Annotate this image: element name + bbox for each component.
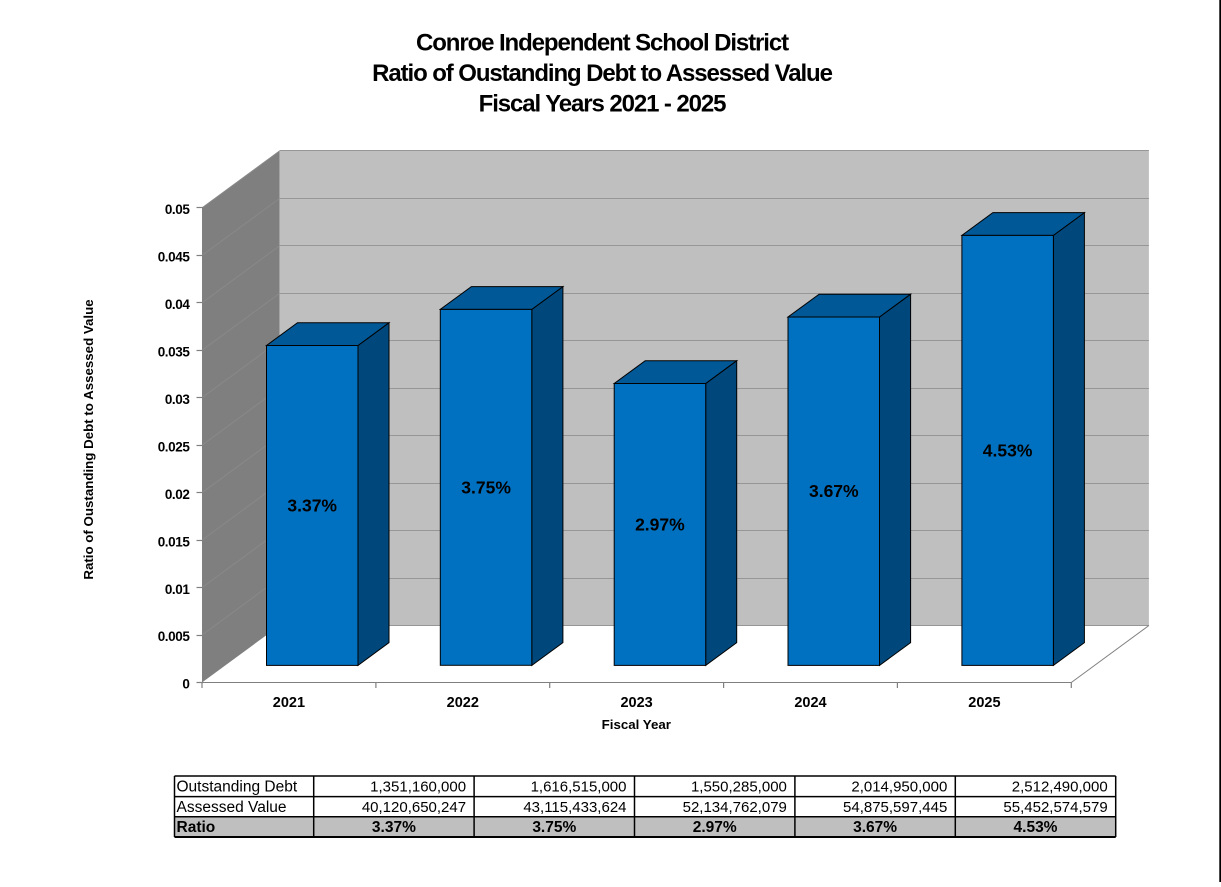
svg-text:Outstanding Debt: Outstanding Debt: [177, 779, 298, 796]
svg-text:Ratio: Ratio: [177, 819, 216, 836]
svg-text:1,550,285,000: 1,550,285,000: [691, 779, 787, 796]
svg-text:4.53%: 4.53%: [983, 440, 1033, 460]
svg-text:3.37%: 3.37%: [372, 819, 416, 836]
svg-text:1,351,160,000: 1,351,160,000: [370, 779, 466, 796]
svg-text:4.53%: 4.53%: [1014, 819, 1058, 836]
svg-text:2024: 2024: [794, 695, 826, 711]
svg-text:2,512,490,000: 2,512,490,000: [1012, 779, 1108, 796]
svg-text:2.97%: 2.97%: [635, 514, 685, 534]
svg-text:3.75%: 3.75%: [461, 477, 511, 497]
svg-text:0.005: 0.005: [158, 629, 191, 644]
svg-text:0.01: 0.01: [165, 582, 191, 597]
svg-text:2022: 2022: [447, 695, 479, 711]
svg-text:0.015: 0.015: [158, 534, 191, 549]
svg-text:0.04: 0.04: [165, 297, 191, 312]
svg-text:2.97%: 2.97%: [693, 819, 737, 836]
svg-text:0: 0: [182, 677, 189, 692]
svg-text:0.03: 0.03: [165, 392, 191, 407]
svg-text:55,452,574,579: 55,452,574,579: [1003, 799, 1107, 816]
svg-text:2,014,950,000: 2,014,950,000: [851, 779, 947, 796]
svg-text:40,120,650,247: 40,120,650,247: [362, 799, 466, 816]
svg-text:3.67%: 3.67%: [853, 819, 897, 836]
svg-text:0.05: 0.05: [165, 202, 191, 217]
svg-text:0.025: 0.025: [158, 439, 191, 454]
svg-text:0.02: 0.02: [165, 487, 190, 502]
svg-text:Ratio of Oustanding Debt to As: Ratio of Oustanding Debt to Assessed Val…: [81, 299, 96, 579]
svg-text:Fiscal Years 2021 - 2025: Fiscal Years 2021 - 2025: [479, 90, 726, 117]
svg-text:54,875,597,445: 54,875,597,445: [843, 799, 947, 816]
svg-text:Assessed Value: Assessed Value: [177, 799, 287, 816]
svg-text:43,115,433,624: 43,115,433,624: [523, 799, 626, 816]
svg-text:2021: 2021: [273, 695, 305, 711]
svg-text:3.75%: 3.75%: [532, 819, 576, 836]
svg-text:0.035: 0.035: [158, 345, 191, 360]
svg-text:1,616,515,000: 1,616,515,000: [531, 779, 627, 796]
svg-text:Fiscal Year: Fiscal Year: [602, 717, 671, 732]
svg-text:2023: 2023: [620, 695, 652, 711]
svg-text:2025: 2025: [968, 695, 1000, 711]
svg-text:Conroe Independent School Dist: Conroe Independent School District: [416, 30, 789, 57]
svg-text:Ratio of Oustanding Debt to As: Ratio of Oustanding Debt to Assessed Val…: [372, 60, 832, 87]
svg-text:3.37%: 3.37%: [287, 496, 337, 516]
svg-text:0.045: 0.045: [158, 250, 191, 265]
svg-text:3.67%: 3.67%: [809, 481, 859, 501]
svg-text:52,134,762,079: 52,134,762,079: [683, 799, 787, 816]
